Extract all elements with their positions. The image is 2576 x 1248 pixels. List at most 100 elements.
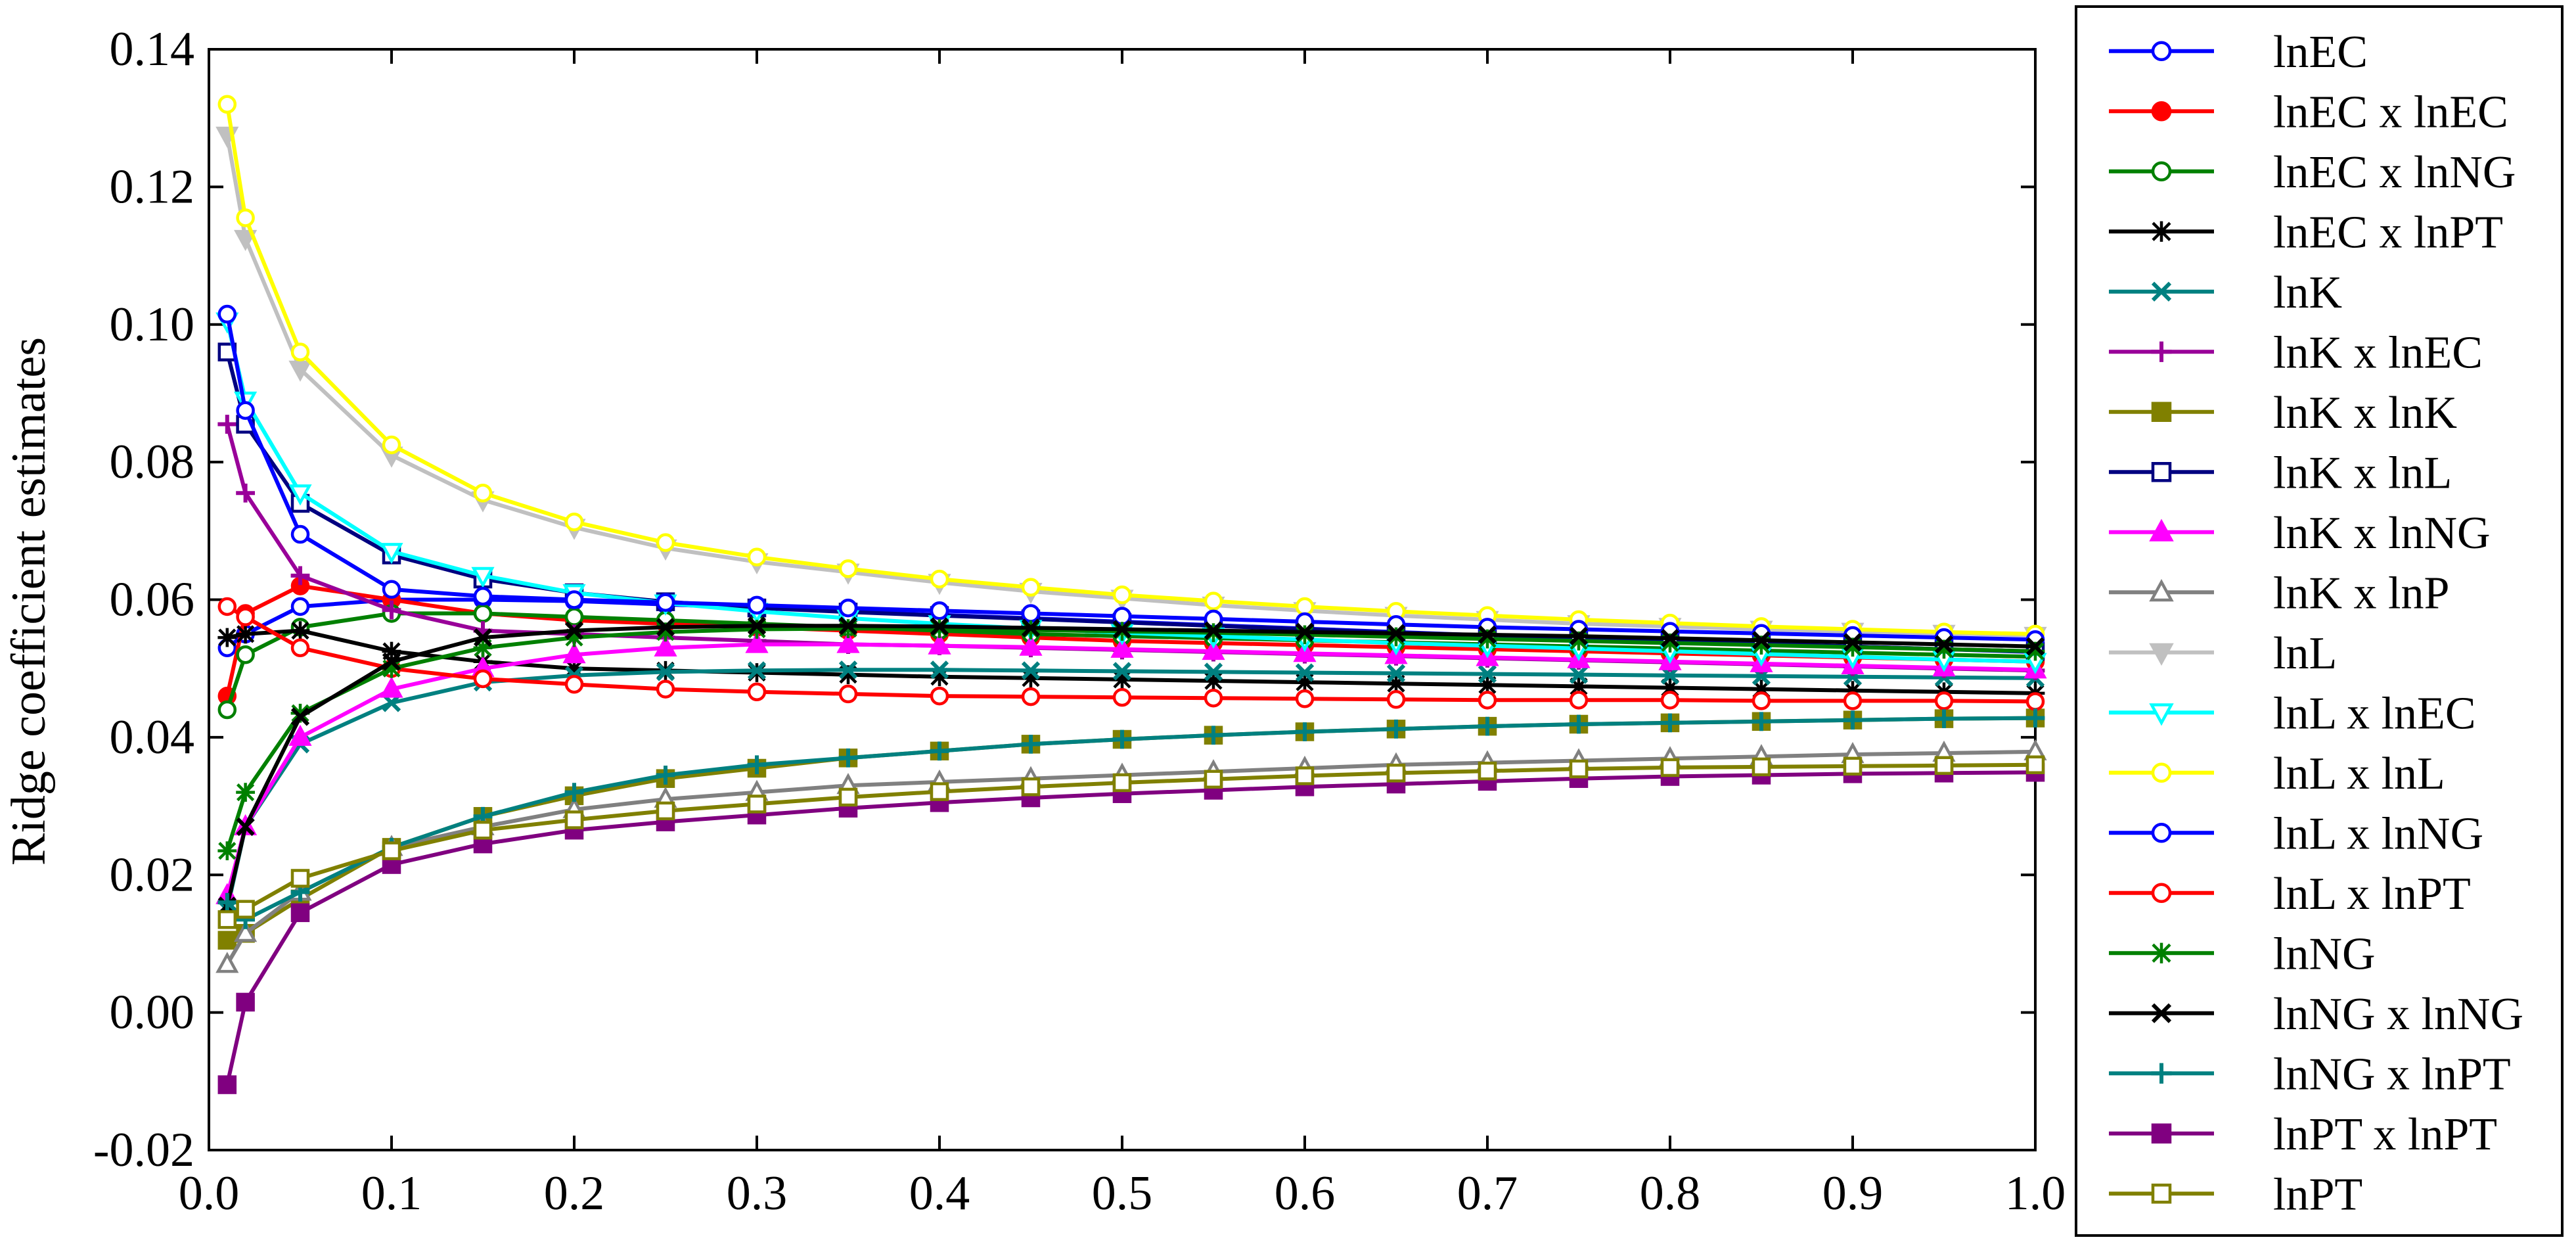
data-point-lnk: [656, 662, 675, 682]
legend-item-lnk: lnK: [2109, 267, 2342, 318]
data-point-lnng: [1660, 634, 1680, 653]
legend-label: lnNG x lnNG: [2273, 989, 2523, 1040]
legend-label: lnK x lnK: [2273, 388, 2457, 438]
legend-item-lnk-x-lnec: lnK x lnEC: [2109, 327, 2483, 378]
data-point-lnk: [1478, 664, 1497, 683]
data-point-lnl-x-lnpt: [930, 686, 949, 706]
data-point-lnng-x-lnng: [656, 618, 675, 637]
data-point-lnl-x-lnl: [236, 208, 255, 227]
data-point-lnl-x-lnng: [838, 598, 858, 618]
legend-label: lnK x lnEC: [2273, 327, 2483, 378]
data-point-lnec-x-lnng: [236, 645, 255, 664]
data-point-lnec-x-lnpt: [290, 621, 310, 641]
data-point-lnpt: [1660, 758, 1680, 777]
legend-item-lnpt: lnPT: [2109, 1169, 2362, 1220]
legend-swatch-marker: [2151, 942, 2172, 963]
data-point-lnl-x-lnpt: [2025, 692, 2045, 711]
legend-swatch-marker: [2151, 883, 2172, 903]
data-point-lnl-x-lnng: [747, 595, 767, 615]
data-point-lnl-x-lnpt: [1934, 691, 1954, 710]
data-point-lnng: [382, 659, 401, 678]
data-point-lnng-x-lnng: [1204, 621, 1223, 640]
y-tick-label: 0.04: [110, 710, 195, 764]
x-tick-label: 0.1: [361, 1167, 422, 1220]
series-line-lnl-x-lnng: [225, 313, 2036, 642]
data-point-lnpt: [1843, 756, 1863, 776]
data-point-lnng: [1843, 637, 1863, 657]
data-point-lnec-x-lnpt: [382, 641, 401, 661]
x-tick-label: 0.4: [909, 1167, 970, 1220]
data-point-lnl: [288, 360, 312, 382]
data-point-lnk-x-lnng: [928, 633, 951, 655]
data-point-lnk: [838, 660, 858, 680]
data-point-lnpt: [1204, 770, 1223, 789]
data-point-lnng-x-lnng: [290, 707, 310, 726]
legend-swatch-marker: [2151, 161, 2172, 181]
data-point-lnpt-x-lnpt: [217, 1075, 237, 1094]
data-point-lnk: [1569, 665, 1589, 684]
series-lnng-x-lnng: [217, 616, 2045, 915]
data-point-lnk: [1386, 664, 1406, 683]
y-tick-label: -0.02: [93, 1123, 194, 1177]
series-line-lnng-x-lnpt: [225, 716, 2036, 922]
data-point-lnpt: [290, 869, 310, 888]
data-point-lnk-x-lnec: [290, 566, 310, 586]
x-tick-label: 1.0: [2005, 1167, 2066, 1220]
data-point-lnng-x-lnng: [1386, 624, 1406, 643]
y-tick-label: 0.02: [110, 848, 195, 902]
data-point-lnk: [747, 661, 767, 680]
x-tick-label: 0.2: [544, 1167, 605, 1220]
data-point-lnpt: [1934, 756, 1954, 775]
data-point-lnl-x-lnng: [382, 580, 401, 599]
data-point-lnl-x-lnl: [473, 483, 493, 503]
legend-label: lnEC: [2273, 27, 2368, 78]
data-point-lnl-x-lnpt: [1751, 691, 1771, 710]
data-point-lnpt: [1569, 759, 1589, 779]
data-point-lnng: [564, 628, 584, 647]
legend-item-lnec-x-lnpt: lnEC x lnPT: [2109, 207, 2503, 258]
data-point-lnk-x-lnng: [654, 635, 677, 657]
data-point-lnng-x-lnpt: [1843, 710, 1863, 730]
data-point-lnl-x-lnpt: [1843, 691, 1863, 710]
data-point-lnng: [1478, 629, 1497, 649]
data-point-lnl-x-lnl: [382, 435, 401, 455]
legend-box: [2075, 5, 2564, 1237]
data-point-lnng-x-lnpt: [1204, 726, 1223, 745]
data-point-lnng-x-lnpt: [2025, 708, 2045, 728]
data-point-lnk-x-lnng: [562, 642, 586, 664]
data-point-lnng-x-lnng: [564, 621, 584, 640]
data-point-lnl-x-lnpt: [1660, 691, 1680, 710]
legend-label: lnK x lnNG: [2273, 508, 2491, 559]
data-point-lnl-x-lnpt: [236, 607, 255, 626]
data-point-lnng-x-lnng: [1295, 622, 1315, 641]
data-point-lnng-x-lnng: [1843, 633, 1863, 652]
data-point-lnk-x-lnng: [1202, 638, 1225, 660]
data-point-lnng-x-lnng: [1021, 618, 1041, 637]
data-point-lnng: [290, 703, 310, 723]
data-point-lnng-x-lnpt: [1021, 734, 1041, 754]
data-point-lnec-x-lnpt: [1843, 681, 1863, 701]
legend-item-lnl-x-lnng: lnL x lnNG: [2109, 808, 2483, 859]
data-point-lnec-x-lnpt: [1569, 677, 1589, 696]
legend-swatch-marker: [2151, 402, 2172, 422]
series-line-lnpt: [226, 762, 2036, 921]
data-point-lnl-x-lnpt: [564, 675, 584, 694]
data-point-lnng-x-lnpt: [1934, 709, 1954, 729]
data-point-lnng-x-lnng: [1751, 631, 1771, 650]
legend-label: lnL: [2273, 628, 2337, 679]
data-point-lnng-x-lnng: [1569, 626, 1589, 646]
data-point-lnl-x-lnl: [1204, 591, 1223, 611]
data-point-lnpt: [382, 841, 401, 860]
series-lnl-x-lnpt: [217, 597, 2045, 711]
data-point-lnec-x-lnpt: [1751, 680, 1771, 699]
data-point-lnng-x-lnng: [747, 616, 767, 636]
data-point-lnpt: [1751, 757, 1771, 777]
legend-swatch-marker: [2151, 823, 2172, 843]
data-point-lnl-x-lnec: [471, 566, 495, 588]
data-point-lnpt: [747, 795, 767, 814]
legend-item-lnpt-x-lnpt: lnPT x lnPT: [2109, 1109, 2497, 1160]
series-line-lnk-x-lnp: [225, 749, 2036, 965]
data-point-lnng-x-lnpt: [1569, 714, 1589, 734]
data-point-lnl-x-lnl: [290, 342, 310, 361]
